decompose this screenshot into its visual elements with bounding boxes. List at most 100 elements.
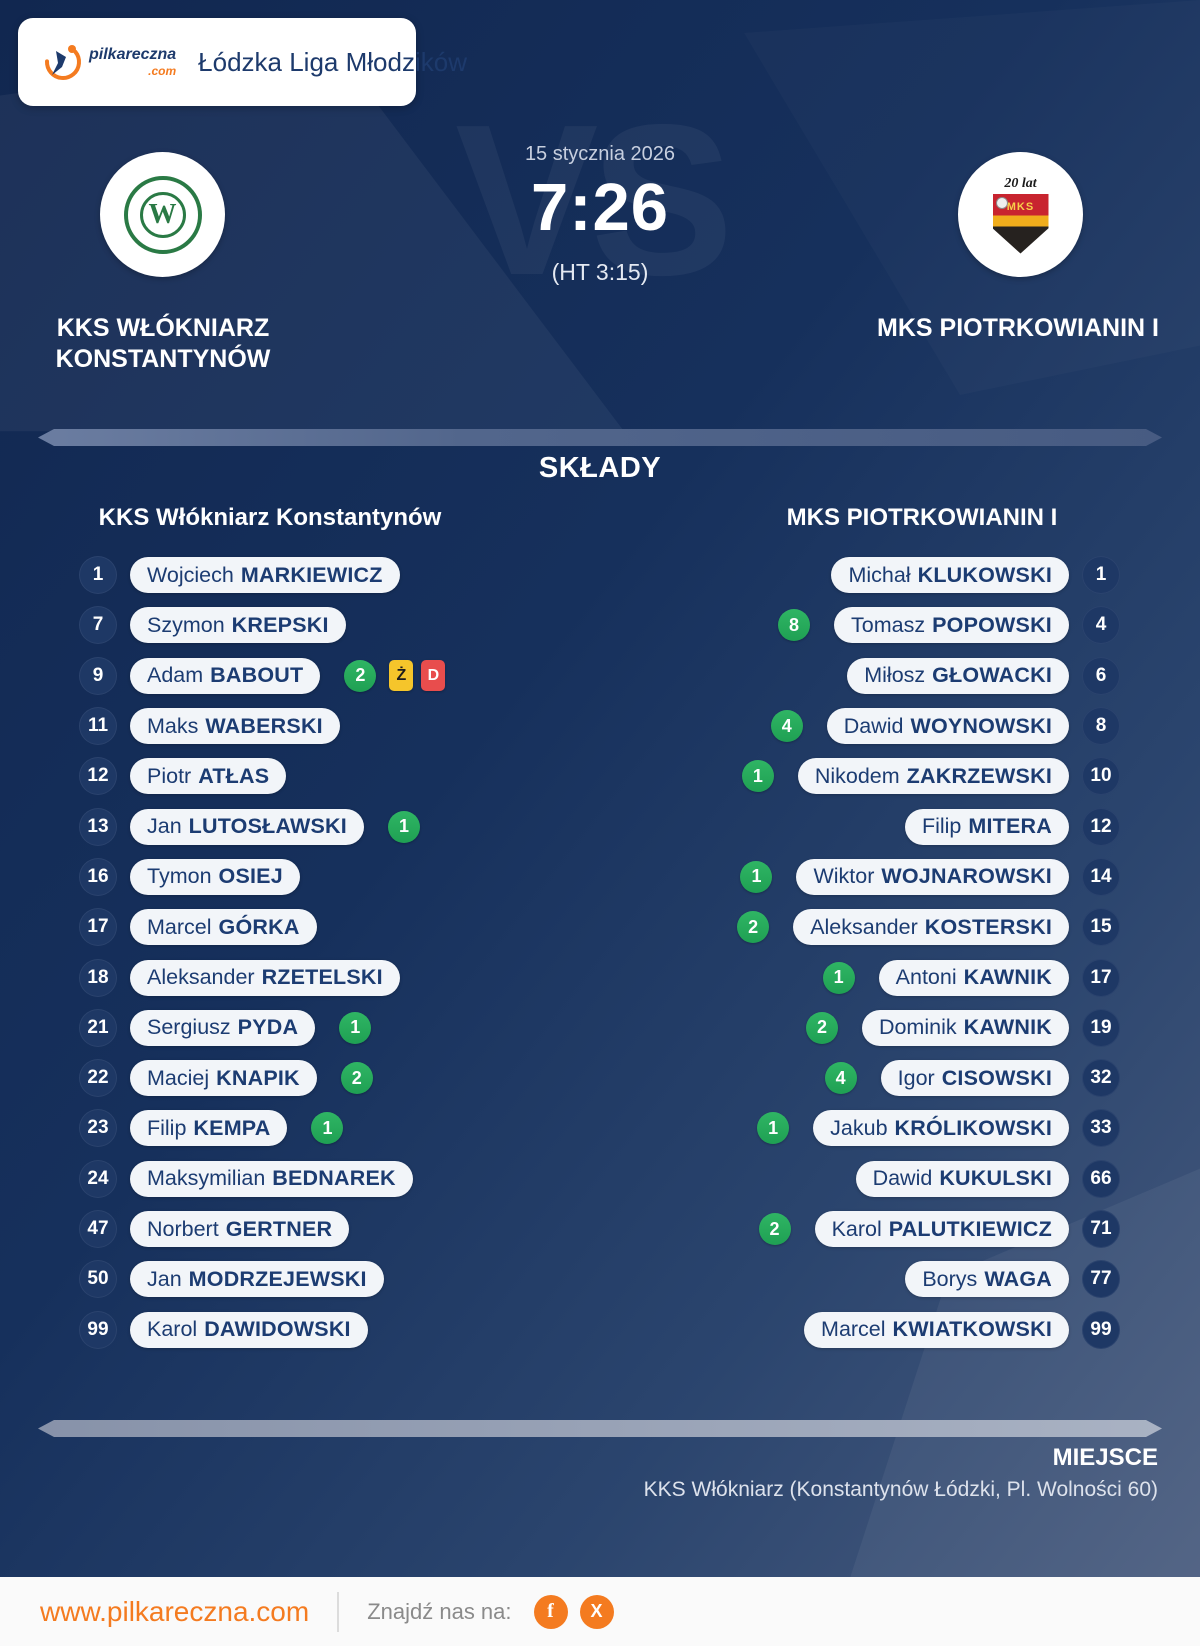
player-last-name: PALUTKIEWICZ <box>888 1216 1052 1241</box>
player-row: 24 Maksymilian BEDNAREK <box>79 1154 413 1204</box>
player-last-name: KOSTERSKI <box>924 914 1052 939</box>
player-last-name: ATŁAS <box>198 763 270 788</box>
player-first-name: Aleksander <box>147 965 255 990</box>
goals-badge: 4 <box>824 1062 857 1095</box>
player-number: 9 <box>79 656 117 695</box>
section-divider <box>38 1420 1162 1437</box>
player-last-name: LUTOSŁAWSKI <box>188 814 347 839</box>
player-last-name: KLUKOWSKI <box>917 562 1052 587</box>
player-last-name: WAGA <box>984 1266 1052 1291</box>
lineups-section-title: SKŁADY <box>538 452 662 484</box>
player-first-name: Piotr <box>147 763 192 788</box>
player-last-name: MITERA <box>968 814 1052 839</box>
player-pill: Maksymilian BEDNAREK <box>130 1160 413 1197</box>
player-last-name: MODRZEJEWSKI <box>188 1266 367 1291</box>
home-team-name: KKS WŁÓKNIARZ KONSTANTYNÓW <box>55 314 271 373</box>
player-number: 16 <box>79 857 117 896</box>
player-first-name: Igor <box>897 1065 935 1090</box>
player-pill: Karol PALUTKIEWICZ <box>814 1211 1069 1247</box>
player-number: 33 <box>1082 1109 1120 1148</box>
player-row: Dawid KUKULSKI 66 <box>855 1154 1120 1204</box>
section-divider <box>38 429 1162 446</box>
player-last-name: MARKIEWICZ <box>240 562 383 587</box>
player-pill: Igor CISOWSKI <box>880 1060 1069 1097</box>
player-row: 4 Igor CISOWSKI 32 <box>824 1053 1120 1103</box>
player-last-name: BEDNAREK <box>272 1166 396 1191</box>
venue-label: MIEJSCE <box>1052 1444 1158 1471</box>
player-pill: Tomasz POPOWSKI <box>834 607 1069 644</box>
player-pill: Filip MITERA <box>904 808 1069 845</box>
player-last-name: KNAPIK <box>216 1065 300 1090</box>
player-pill: Antoni KAWNIK <box>878 959 1069 996</box>
goals-badge: 1 <box>311 1112 344 1145</box>
x-icon[interactable]: X <box>579 1594 614 1629</box>
goals-badge: 1 <box>740 860 773 893</box>
player-first-name: Maksymilian <box>147 1166 266 1191</box>
away-crest-anniversary: 20 lat <box>1004 175 1037 191</box>
player-last-name: PYDA <box>237 1015 299 1040</box>
player-number: 1 <box>1082 556 1120 595</box>
player-number: 99 <box>79 1310 117 1349</box>
goals-badge: 2 <box>344 659 377 692</box>
player-row: 18 Aleksander RZETELSKI <box>79 952 400 1002</box>
player-pill: Marcel KWIATKOWSKI <box>804 1311 1069 1348</box>
goals-badge: 2 <box>758 1213 791 1245</box>
player-first-name: Maciej <box>147 1065 210 1090</box>
player-number: 24 <box>79 1159 117 1198</box>
player-pill: Dominik KAWNIK <box>861 1009 1069 1046</box>
player-last-name: BABOUT <box>210 663 304 688</box>
player-number: 11 <box>79 707 117 746</box>
player-row: Borys WAGA 77 <box>905 1254 1120 1304</box>
player-row: Michał KLUKOWSKI 1 <box>831 550 1120 600</box>
player-number: 66 <box>1082 1159 1120 1198</box>
player-pill: Wiktor WOJNAROWSKI <box>796 858 1069 895</box>
brand-tld: .com <box>148 64 177 78</box>
goals-badge: 2 <box>737 911 770 944</box>
player-number: 71 <box>1082 1210 1120 1248</box>
player-last-name: WOJNAROWSKI <box>881 864 1052 889</box>
player-last-name: WOYNOWSKI <box>910 713 1052 738</box>
player-last-name: POPOWSKI <box>932 612 1052 637</box>
player-first-name: Michał <box>848 562 911 587</box>
player-first-name: Dawid <box>872 1166 933 1191</box>
player-pill: Nikodem ZAKRZEWSKI <box>797 758 1069 795</box>
player-row: 1 Wiktor WOJNAROWSKI 14 <box>740 852 1120 902</box>
brand-card: pilkareczna .com Łódzka Liga Młodzików <box>18 18 467 106</box>
player-first-name: Szymon <box>147 612 225 637</box>
away-lineup-header: MKS PIOTRKOWIANIN I <box>786 504 1058 531</box>
home-team-crest: W <box>123 175 202 254</box>
player-last-name: RZETELSKI <box>261 965 383 990</box>
player-last-name: KAWNIK <box>963 1015 1052 1040</box>
site-link[interactable]: www.pilkareczna.com <box>40 1595 310 1627</box>
player-pill: Jan LUTOSŁAWSKI <box>130 808 364 845</box>
player-first-name: Karol <box>831 1216 882 1241</box>
player-last-name: OSIEJ <box>218 864 283 889</box>
player-number: 21 <box>79 1008 117 1047</box>
player-row: 99 Karol DAWIDOWSKI <box>79 1304 368 1354</box>
player-first-name: Karol <box>147 1317 198 1342</box>
player-last-name: ZAKRZEWSKI <box>906 763 1052 788</box>
player-row: 7 Szymon KREPSKI <box>79 600 346 650</box>
player-number: 14 <box>1082 857 1120 896</box>
player-pill: Jakub KRÓLIKOWSKI <box>813 1110 1069 1147</box>
player-number: 10 <box>1082 757 1120 796</box>
player-number: 12 <box>79 757 117 796</box>
facebook-icon[interactable]: f <box>533 1594 568 1629</box>
goals-badge: 1 <box>741 760 774 793</box>
player-pill: Szymon KREPSKI <box>130 607 346 644</box>
venue-address: KKS Włókniarz (Konstantynów Łódzki, Pl. … <box>643 1478 1158 1501</box>
player-number: 22 <box>79 1059 117 1098</box>
away-crest-text: MKS <box>1006 200 1035 213</box>
player-pill: Borys WAGA <box>905 1261 1069 1298</box>
score-block: 15 stycznia 2026 7:26 (HT 3:15) <box>400 143 800 286</box>
player-first-name: Antoni <box>895 965 957 990</box>
away-team-name: MKS PIOTRKOWIANIN I <box>877 314 1159 342</box>
away-team-crest: 20 lat MKS <box>992 175 1049 254</box>
player-pill: Norbert GERTNER <box>130 1211 350 1247</box>
player-first-name: Marcel <box>147 914 212 939</box>
player-last-name: KRÓLIKOWSKI <box>894 1115 1052 1140</box>
player-pill: Piotr ATŁAS <box>130 758 287 795</box>
player-row: 16 Tymon OSIEJ <box>79 852 300 902</box>
halftime-score: (HT 3:15) <box>551 259 649 285</box>
goals-badge: 2 <box>340 1062 373 1095</box>
